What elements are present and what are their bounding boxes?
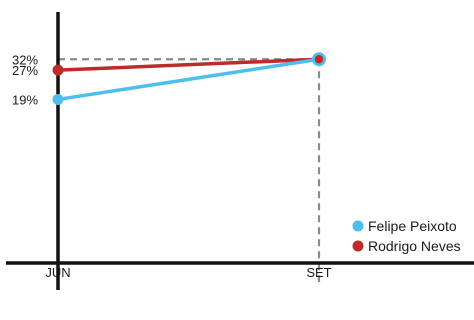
reference-guides xyxy=(58,58,321,282)
tick-labels: 32%27% 19% JUN SET xyxy=(12,52,332,280)
data-point xyxy=(314,55,324,64)
data-point xyxy=(52,93,64,105)
legend: Felipe Peixoto Rodrigo Neves xyxy=(352,218,461,254)
legend-label: Felipe Peixoto xyxy=(368,218,457,234)
y-tick-label: 32% xyxy=(12,52,38,67)
y-tick-label: 19% xyxy=(12,92,38,107)
legend-marker xyxy=(352,220,364,232)
x-tick-label: SET xyxy=(306,265,331,280)
data-series xyxy=(52,52,326,105)
x-tick-label: JUN xyxy=(45,265,70,280)
legend-marker xyxy=(352,240,364,252)
series-line xyxy=(56,57,321,102)
legend-label: Rodrigo Neves xyxy=(368,238,461,254)
chart-axes xyxy=(6,12,474,290)
y-tick-label: 27% xyxy=(12,63,38,78)
data-point xyxy=(52,64,64,76)
series-line xyxy=(56,57,321,72)
